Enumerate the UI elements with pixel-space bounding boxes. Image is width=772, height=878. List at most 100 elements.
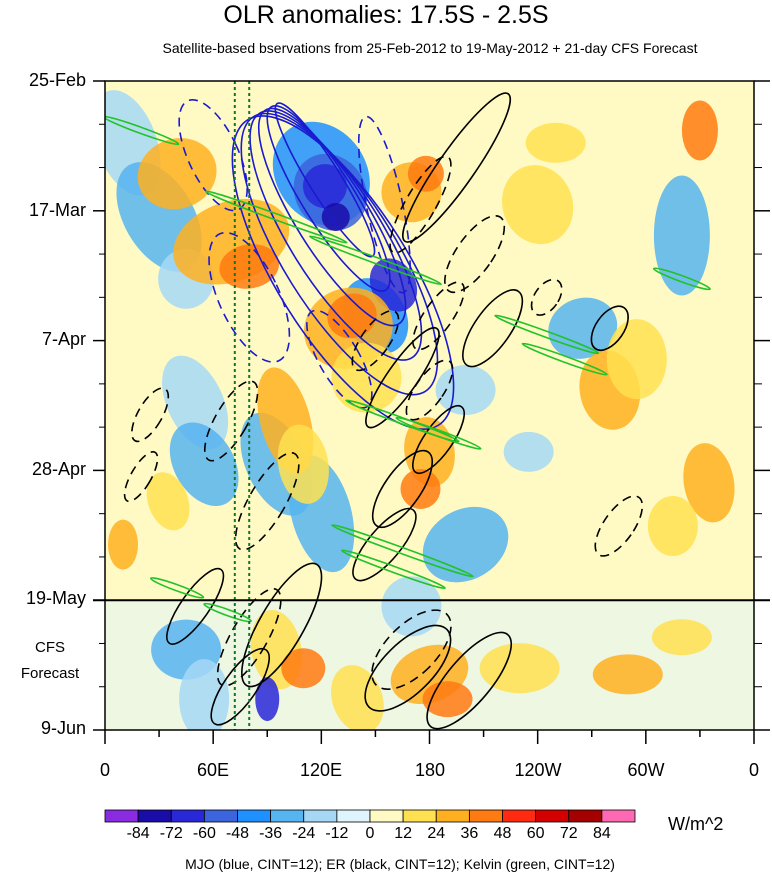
- x-tick-label-5: 60W: [627, 760, 665, 780]
- anomaly-blob: [479, 643, 560, 694]
- y-tick-label-2: 7-Apr: [41, 329, 86, 349]
- colorbar-label: -72: [160, 825, 183, 842]
- colorbar-swatch: [535, 809, 570, 823]
- kelvin-contour: [203, 602, 252, 623]
- anomaly-blob: [653, 175, 710, 296]
- kelvin-contour: [308, 235, 443, 286]
- kelvin-contour: [331, 524, 474, 578]
- y-tick-label-4: 19-May: [25, 588, 86, 608]
- colorbar-swatch: [601, 809, 636, 823]
- colorbar-label: -48: [226, 825, 249, 842]
- anomaly-blob: [108, 519, 139, 570]
- mjo-contour: [178, 98, 248, 212]
- er-contour: [234, 452, 300, 551]
- er-contour: [444, 214, 506, 294]
- x-tick-label-1: 60E: [196, 760, 230, 780]
- x-tick-label-6: 0: [748, 760, 759, 780]
- anomaly-blob: [525, 122, 586, 163]
- colorbar-swatch: [137, 809, 172, 823]
- kelvin-contour: [149, 577, 205, 599]
- colorbar-swatch: [237, 809, 272, 823]
- y-tick-label-3: 28-Apr: [31, 459, 86, 479]
- kelvin-contour: [494, 314, 600, 355]
- colorbar-label: 36: [460, 825, 478, 842]
- colorbar-swatch: [270, 809, 305, 823]
- anomaly-blob: [281, 648, 326, 689]
- er-contour: [351, 310, 400, 372]
- er-contour: [364, 624, 452, 712]
- colorbar-swatch: [502, 809, 537, 823]
- forecast-label-line-2: Forecast: [20, 665, 80, 682]
- anomaly-blob: [592, 654, 663, 695]
- anomaly-blob: [302, 164, 347, 209]
- anomaly-blob: [647, 496, 698, 557]
- er-contour: [462, 289, 524, 368]
- y-tick-label-1: 17-Mar: [28, 200, 86, 220]
- anomaly-blob: [277, 424, 329, 504]
- chart-subtitle: Satellite-based bservations from 25-Feb-…: [162, 40, 698, 56]
- y-tick-label-0: 25-Feb: [28, 70, 86, 90]
- y-tick-label-5: 9-Jun: [40, 718, 86, 738]
- anomaly-blob: [331, 665, 384, 730]
- er-contour: [131, 387, 170, 443]
- colorbar-label: -12: [325, 825, 348, 842]
- colorbar-swatch: [435, 809, 470, 823]
- anomaly-blob: [137, 138, 217, 210]
- plot-frame: [93, 80, 770, 744]
- er-contour: [166, 567, 225, 645]
- colorbar-swatch: [468, 809, 503, 823]
- er-contour: [216, 588, 282, 687]
- mjo-contour: [306, 309, 373, 409]
- colorbar-swatch: [170, 809, 205, 823]
- anomaly-blob: [179, 659, 230, 730]
- er-contour: [405, 359, 454, 421]
- x-tick-label-2: 120E: [299, 760, 343, 780]
- anomaly-blob: [400, 468, 441, 509]
- colorbar-label: 84: [593, 825, 611, 842]
- colorbar-label: 72: [560, 825, 578, 842]
- anomaly-blob: [321, 202, 350, 231]
- wave-filtered-contours: [105, 92, 711, 730]
- er-contour: [123, 451, 159, 503]
- colorbar-label: 12: [394, 825, 412, 842]
- mjo-contour: [357, 115, 411, 294]
- anomaly-blob: [404, 417, 455, 487]
- anomaly-blob: [381, 576, 442, 637]
- er-contour: [590, 305, 629, 352]
- colorbar-swatch: [336, 809, 371, 823]
- colorbar: -84 -72 -60 -48 -36 -24 -12 0 12 24 36 48 60 72 84: [104, 809, 636, 842]
- kelvin-contour: [340, 549, 446, 590]
- kelvin-contour: [521, 342, 608, 376]
- anomaly-blob: [502, 165, 574, 245]
- er-contour: [365, 326, 440, 429]
- mjo-contour: [266, 105, 391, 292]
- er-contour: [371, 449, 433, 529]
- colorbar-units: W/m^2: [668, 814, 724, 834]
- colorbar-label: 24: [427, 825, 445, 842]
- colorbar-label: 48: [494, 825, 512, 842]
- mjo-contour: [208, 231, 291, 363]
- anomaly-blob: [146, 472, 190, 531]
- x-tick-label-3: 180: [414, 760, 446, 780]
- er-contour: [371, 609, 452, 690]
- er-contour: [412, 281, 465, 351]
- forecast-label-line-1: CFS: [35, 639, 65, 656]
- anomaly-blob: [169, 422, 239, 506]
- colorbar-label: 0: [366, 825, 375, 842]
- colorbar-swatch: [203, 809, 238, 823]
- er-contour: [426, 631, 513, 730]
- er-contour: [203, 380, 259, 462]
- colorbar-swatch: [369, 809, 404, 823]
- er-contour: [210, 647, 270, 726]
- kelvin-contour: [395, 416, 482, 450]
- anomaly-blob: [435, 365, 496, 416]
- anomaly-blob: [422, 681, 473, 718]
- contour-legend: MJO (blue, CINT=12); ER (black, CINT=12)…: [185, 856, 615, 872]
- colorbar-label: 60: [527, 825, 545, 842]
- anomaly-blob: [162, 355, 229, 450]
- anomaly-blob: [503, 431, 554, 472]
- er-contour: [389, 155, 452, 254]
- x-tick-label-4: 120W: [514, 760, 562, 780]
- anomaly-blob: [606, 319, 667, 400]
